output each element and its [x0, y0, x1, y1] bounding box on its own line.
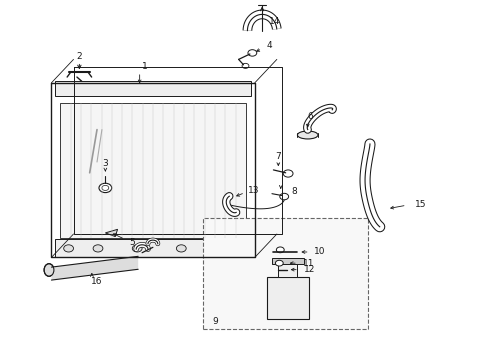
Polygon shape — [51, 256, 138, 280]
Ellipse shape — [44, 264, 54, 276]
Text: 15: 15 — [415, 200, 426, 209]
Bar — [267, 277, 309, 319]
Text: 16: 16 — [91, 277, 102, 286]
Polygon shape — [105, 229, 118, 237]
Circle shape — [99, 183, 112, 193]
Text: 8: 8 — [291, 187, 297, 197]
Ellipse shape — [297, 131, 318, 139]
Circle shape — [176, 245, 186, 252]
Text: 2: 2 — [76, 51, 82, 60]
Text: 5: 5 — [129, 238, 135, 247]
Circle shape — [283, 170, 293, 177]
Text: 4: 4 — [267, 41, 272, 50]
Text: 13: 13 — [248, 186, 260, 194]
Bar — [203, 218, 368, 329]
Text: 6: 6 — [307, 112, 313, 121]
Circle shape — [248, 50, 257, 56]
Circle shape — [132, 245, 142, 252]
Circle shape — [64, 245, 74, 252]
Circle shape — [93, 245, 103, 252]
Text: 10: 10 — [314, 248, 325, 256]
Text: 11: 11 — [303, 258, 315, 268]
Circle shape — [102, 185, 109, 190]
Circle shape — [276, 247, 284, 253]
Text: 9: 9 — [213, 317, 219, 326]
Text: 1: 1 — [142, 62, 147, 71]
Circle shape — [242, 63, 249, 68]
Circle shape — [280, 193, 289, 200]
Bar — [278, 264, 297, 277]
Text: 14: 14 — [269, 17, 280, 26]
Circle shape — [220, 245, 230, 252]
Text: 12: 12 — [304, 265, 316, 274]
Bar — [272, 258, 304, 264]
Bar — [60, 103, 246, 238]
Bar — [55, 81, 251, 96]
Bar — [55, 239, 251, 257]
Text: 3: 3 — [102, 159, 108, 168]
Text: 7: 7 — [275, 152, 281, 161]
Circle shape — [275, 260, 283, 266]
